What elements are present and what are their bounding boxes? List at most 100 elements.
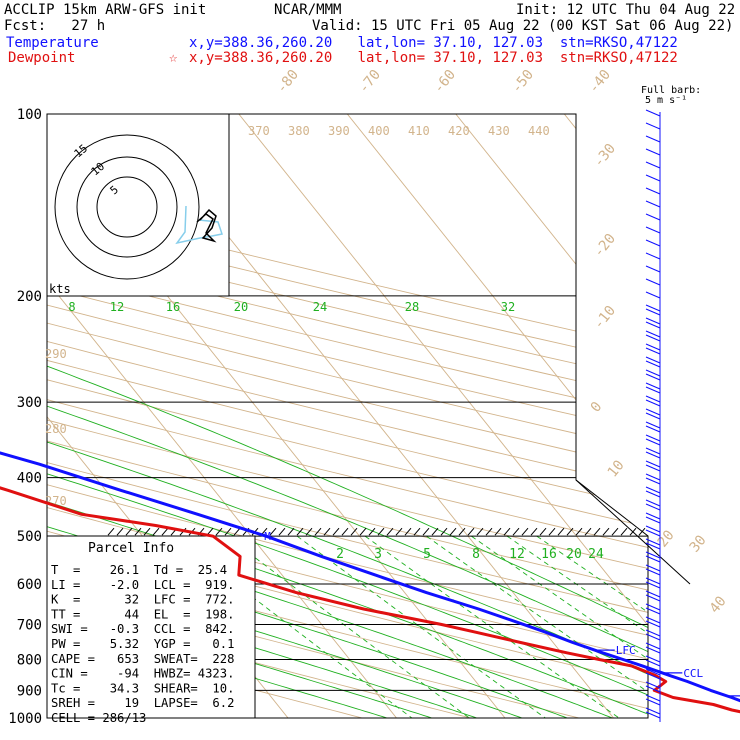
hatch-mark — [422, 527, 430, 536]
parcel-info-row: SWI = -0.3 CCL = 842. — [51, 622, 234, 636]
wind-barb-tick — [645, 447, 661, 455]
wind-barb-tick — [645, 187, 661, 195]
wind-barb-tick — [645, 672, 661, 680]
wind-barb-tick — [645, 668, 661, 676]
isotherm-label: -20 — [591, 231, 619, 261]
isotherm-label: 40 — [707, 593, 730, 616]
wind-barb-tick — [645, 304, 661, 312]
moist-adiabat-line — [47, 267, 648, 718]
wind-barb-tick — [645, 425, 661, 433]
wind-barb-tick — [645, 711, 661, 719]
hatch-mark — [386, 527, 394, 536]
mixing-ratio-label: 32 — [501, 300, 515, 314]
wind-barb-tick — [645, 603, 661, 611]
isotherm-label: 10 — [605, 457, 628, 480]
dewpoint-legend: Dewpoint — [8, 50, 76, 66]
wind-barb-tick — [645, 265, 661, 273]
mixing-ratio-line — [226, 535, 487, 718]
mixing-ratio-label: 12 — [509, 547, 525, 562]
wind-barb-tick — [645, 421, 661, 429]
wind-barb-tick — [645, 395, 661, 403]
hatch-mark — [314, 527, 322, 536]
mixing-ratio-label: 16 — [541, 547, 557, 562]
isotherm-label: -60 — [431, 67, 459, 97]
barb-key-line2: 5 m s⁻¹ — [645, 95, 688, 106]
wind-barb-tick — [645, 503, 661, 511]
hatch-mark — [611, 527, 619, 536]
hatch-mark — [287, 527, 295, 536]
hatch-mark — [467, 527, 475, 536]
mixing-ratio-label: 28 — [405, 300, 419, 314]
wind-barb-tick — [645, 594, 661, 602]
wind-barb-tick — [645, 360, 661, 368]
dry-adiabat-line — [47, 114, 648, 718]
hatch-mark — [107, 527, 115, 536]
mixing-ratio-line — [296, 535, 564, 718]
wind-barbs — [645, 109, 661, 722]
mixing-ratio-label: 12 — [110, 300, 124, 314]
hatch-mark — [125, 527, 133, 536]
mixing-ratio-label: 20 — [566, 547, 582, 562]
moist-adiabat-line — [47, 267, 648, 718]
hatch-mark — [458, 527, 466, 536]
wind-barb-tick — [645, 226, 661, 234]
isotherm-label: -50 — [509, 67, 537, 97]
pressure-label: 500 — [17, 529, 42, 545]
hatch-mark — [152, 527, 160, 536]
hatch-mark — [404, 527, 412, 536]
hatch-mark — [548, 527, 556, 536]
hatch-mark — [116, 527, 124, 536]
wind-barb-tick — [645, 698, 661, 706]
dry-adiabat-line — [47, 114, 633, 718]
mixing-ratio-line — [471, 535, 648, 718]
wind-barb-tick — [645, 386, 661, 394]
wind-barb-tick — [645, 620, 661, 628]
wind-barb-tick — [645, 490, 661, 498]
pressure-label: 1000 — [8, 711, 42, 727]
wind-barb-tick — [645, 347, 661, 355]
wind-barb-tick — [645, 356, 661, 364]
theta-label: 280 — [45, 422, 67, 436]
pressure-label: 700 — [17, 617, 42, 633]
theta-label: 380 — [288, 124, 310, 138]
wind-barb-tick — [645, 434, 661, 442]
hatch-mark — [557, 527, 565, 536]
hatch-mark — [512, 527, 520, 536]
init-time: Init: 12 UTC Thu 04 Aug 22 — [516, 2, 736, 18]
wind-barb-tick — [645, 542, 661, 550]
wind-barb-tick — [645, 629, 661, 637]
hatch-mark — [530, 527, 538, 536]
forecast-hour: Fcst: 27 h — [4, 18, 106, 34]
hatch-mark — [143, 527, 151, 536]
wind-barb-tick — [645, 555, 661, 563]
dry-adiabat-line — [47, 114, 523, 718]
wind-barb-tick — [645, 213, 661, 221]
hatch-mark — [494, 527, 502, 536]
wind-barb-tick — [645, 200, 661, 208]
theta-label: 390 — [328, 124, 350, 138]
dewpoint-location: x,y=388.36,260.20 lat,lon= 37.10, 127.03… — [189, 50, 678, 66]
wind-barb-tick — [645, 252, 661, 260]
wind-barb-tick — [645, 148, 661, 156]
wind-barb-tick — [645, 330, 661, 338]
hatch-mark — [620, 527, 628, 536]
wind-barb-tick — [645, 659, 661, 667]
wind-barb-tick — [645, 382, 661, 390]
hatch-mark — [305, 527, 313, 536]
hatch-mark — [332, 527, 340, 536]
wind-barb-tick — [645, 633, 661, 641]
wind-barb-tick — [645, 460, 661, 468]
hatch-mark — [485, 527, 493, 536]
wind-barb-tick — [645, 486, 661, 494]
parcel-info-row: LI = -2.0 LCL = 919. — [51, 578, 234, 592]
hatch-mark — [224, 527, 232, 536]
mixing-ratio-label: 2 — [336, 547, 344, 562]
wind-barb-tick — [645, 321, 661, 329]
dewpoint-marker-icon: ☆ — [169, 50, 178, 66]
parcel-info-row: Tc = 34.3 SHEAR= 10. — [51, 681, 234, 695]
dry-adiabat-line — [47, 114, 648, 718]
moist-adiabat-line — [47, 267, 648, 718]
wind-barb-tick — [645, 655, 661, 663]
mixing-ratio-label: 24 — [313, 300, 327, 314]
